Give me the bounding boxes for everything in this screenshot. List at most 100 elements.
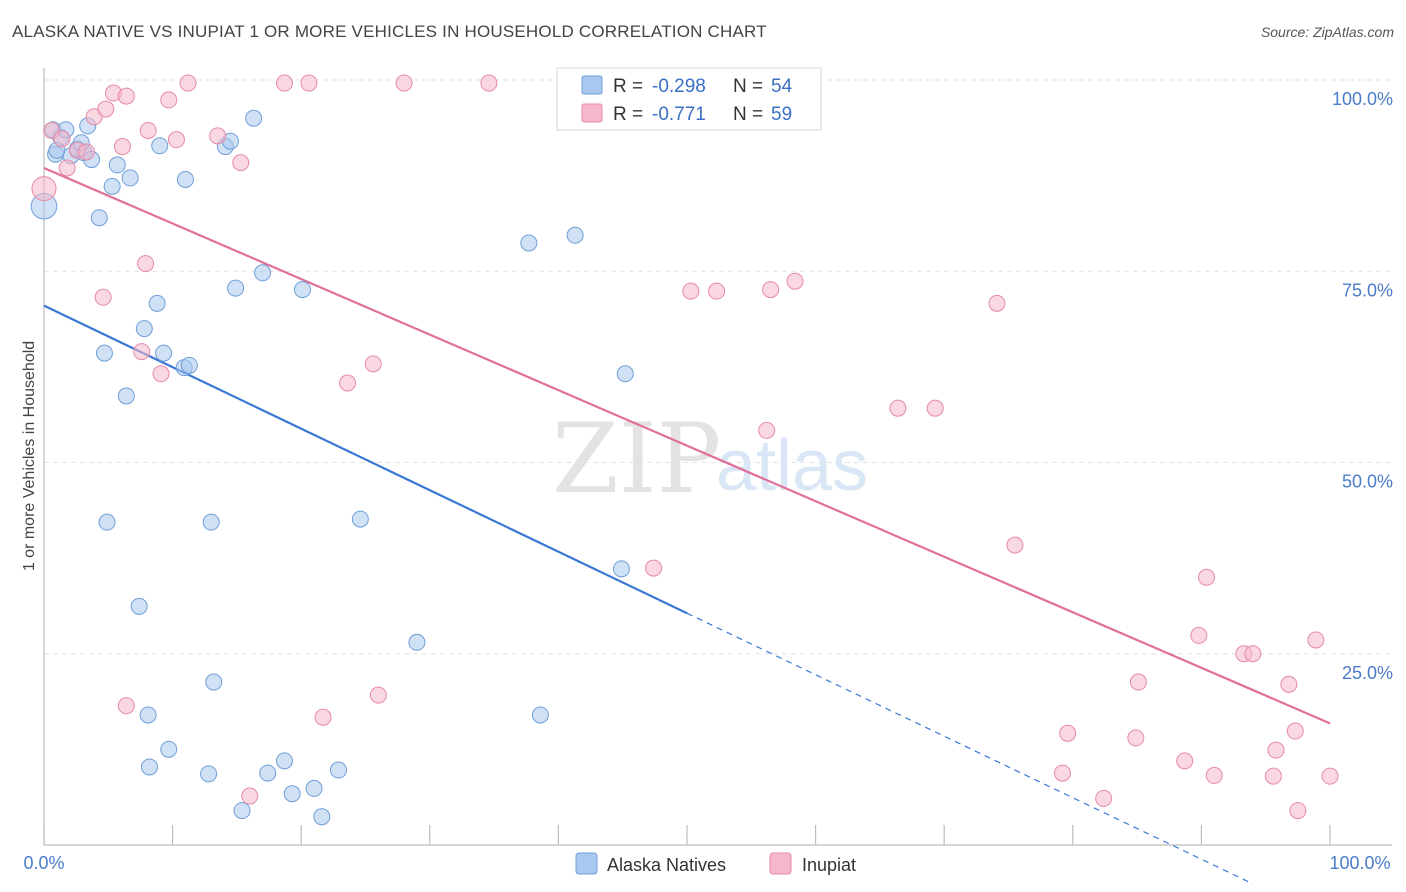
stats-n-label: N = (733, 76, 763, 97)
stats-r-label: R = (613, 76, 643, 97)
y-tick-labels: 25.0% 50.0% 75.0% 100.0% (1332, 89, 1393, 683)
inupiat-point (369, 686, 387, 704)
legend-swatch-alaska-natives (575, 852, 598, 875)
trend-lines (43, 166, 1331, 885)
stats-r-value: -0.298 (652, 76, 706, 97)
inupiat-point (889, 399, 907, 417)
stats-n-value: 54 (771, 76, 793, 97)
inupiat-point (94, 288, 112, 306)
alaska-natives-point (103, 177, 121, 195)
alaska-natives-point (566, 226, 584, 244)
source-label: Source: ZipAtlas.com (1260, 24, 1394, 40)
alaska-natives-point (108, 156, 126, 174)
alaska-natives-point (139, 706, 157, 724)
inupiat-point (1244, 645, 1262, 663)
alaska-natives-point (408, 633, 426, 651)
inupiat-point (160, 91, 178, 109)
alaska-natives-point (121, 169, 139, 187)
alaska-natives-point (351, 510, 369, 528)
inupiat-point (314, 708, 332, 726)
inupiat-point (1267, 741, 1285, 759)
stats-n-label: N = (733, 104, 763, 125)
alaska-natives-point (90, 209, 108, 227)
alaska-natives-point (160, 740, 178, 758)
inupiat-point (758, 421, 776, 439)
alaska-natives-point (155, 344, 173, 362)
inupiat-point (53, 130, 71, 148)
data-points (30, 74, 1339, 826)
inupiat-point (1176, 752, 1194, 770)
alaska-natives-point (293, 281, 311, 299)
chart-title: ALASKA NATIVE VS INUPIAT 1 OR MORE VEHIC… (12, 22, 767, 41)
inupiat-point (113, 138, 131, 156)
alaska-natives-point (130, 597, 148, 615)
inupiat-point (300, 74, 318, 92)
inupiat-point (58, 159, 76, 177)
y-tick-label: 100.0% (1332, 89, 1393, 109)
alaska-natives-point (305, 779, 323, 797)
stats-swatch-pink (581, 103, 603, 123)
inupiat-point (241, 787, 259, 805)
inupiat-point (1190, 626, 1208, 644)
inupiat-point (786, 272, 804, 290)
watermark: ZIP atlas (552, 403, 868, 515)
inupiat-point (480, 74, 498, 92)
alaska-natives-point (612, 560, 630, 578)
alaska-natives-point (176, 170, 194, 188)
inupiat-point (31, 176, 57, 202)
x-tick-label: 0.0% (23, 853, 64, 873)
alaska-natives-point (275, 752, 293, 770)
inupiat-point (1321, 767, 1339, 785)
inupiat-point (167, 131, 185, 149)
alaska-natives-point (616, 365, 634, 383)
y-tick-label: 50.0% (1342, 472, 1393, 492)
alaska-natives-trend-line (43, 304, 688, 615)
inupiat-point (762, 281, 780, 299)
inupiat-point (1264, 767, 1282, 785)
alaska-natives-point (227, 279, 245, 297)
inupiat-point (97, 100, 115, 118)
inupiat-point (1006, 536, 1024, 554)
inupiat-point (117, 697, 135, 715)
inupiat-point (77, 143, 95, 161)
alaska-natives-point (233, 802, 251, 820)
alaska-natives-point (151, 137, 169, 155)
y-tick-label: 25.0% (1342, 663, 1393, 683)
inupiat-point (708, 282, 726, 300)
y-axis-label: 1 or more Vehicles in Household (21, 341, 38, 571)
inupiat-point (1129, 673, 1147, 691)
inupiat-point (179, 74, 197, 92)
alaska-natives-point (205, 673, 223, 691)
inupiat-point (1205, 766, 1223, 784)
x-tick-label: 100.0% (1329, 853, 1390, 873)
inupiat-point (988, 294, 1006, 312)
inupiat-point (1059, 724, 1077, 742)
alaska-natives-point (202, 513, 220, 531)
inupiat-point (364, 355, 382, 373)
inupiat-point (139, 121, 157, 139)
inupiat-point (1280, 675, 1298, 693)
watermark-atlas: atlas (716, 426, 868, 506)
alaska-natives-point (520, 234, 538, 252)
alaska-natives-point (135, 320, 153, 338)
inupiat-point (232, 154, 250, 172)
inupiat-point (209, 127, 227, 145)
y-tick-label: 75.0% (1342, 280, 1393, 300)
stats-legend: R = -0.298 N = 54 R = -0.771 N = 59 (556, 67, 822, 131)
stats-r-value: -0.771 (652, 104, 706, 125)
inupiat-point (1054, 764, 1072, 782)
alaska-natives-trend-extension (686, 612, 1254, 885)
alaska-natives-point (180, 356, 198, 374)
alaska-natives-point (313, 808, 331, 826)
stats-r-label: R = (613, 104, 643, 125)
inupiat-point (137, 255, 155, 273)
inupiat-point (1198, 568, 1216, 586)
alaska-natives-point (200, 765, 218, 783)
inupiat-point (682, 282, 700, 300)
legend-swatch-inupiat (769, 852, 792, 875)
inupiat-point (117, 87, 135, 105)
inupiat-trend-line (43, 166, 1331, 725)
alaska-natives-point (98, 513, 116, 531)
inupiat-point (1307, 631, 1325, 649)
